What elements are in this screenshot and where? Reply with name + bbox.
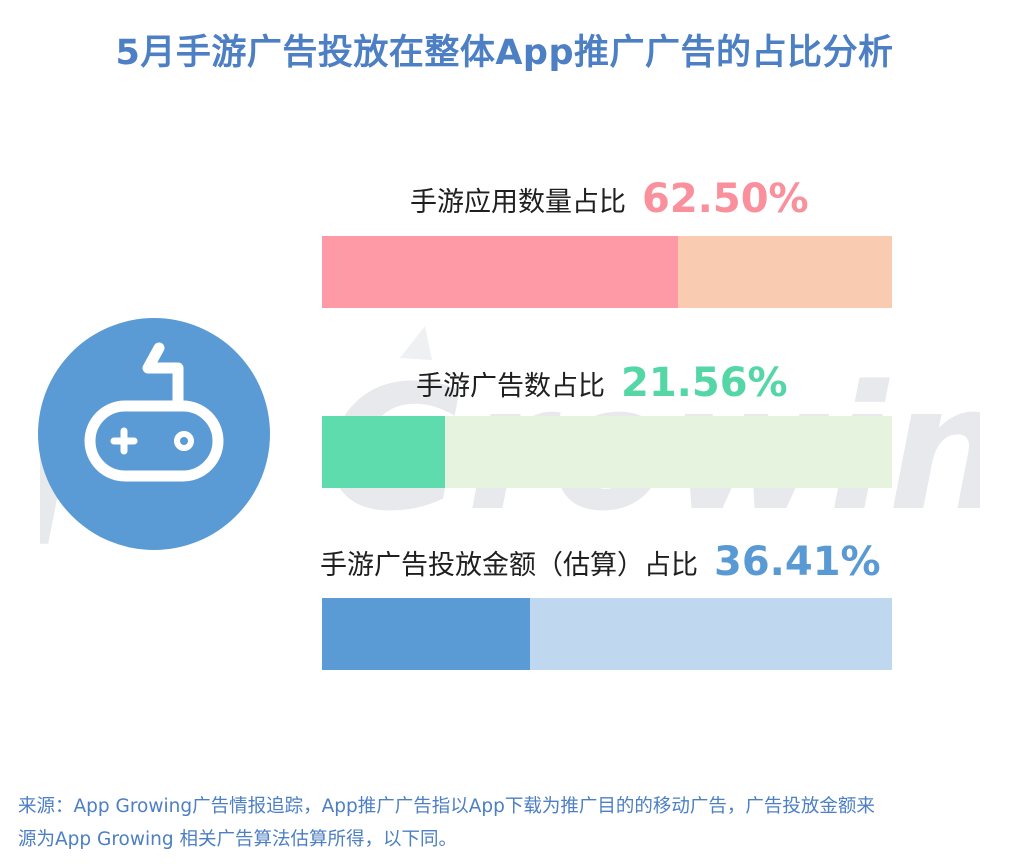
chart-title: 5月手游广告投放在整体App推广广告的占比分析 bbox=[115, 33, 894, 73]
bar-track-ad-spend bbox=[322, 598, 892, 670]
bar-app-count bbox=[322, 236, 679, 308]
category-label: 手游广告投放金额（估算）占比 bbox=[320, 549, 698, 581]
bar-ad-count bbox=[322, 416, 445, 488]
category-label: 手游应用数量占比 bbox=[410, 186, 626, 218]
bar-ad-spend bbox=[322, 598, 530, 670]
bar-track-app-count bbox=[322, 236, 892, 308]
footnote-line-2: 源为App Growing 相关广告算法估算所得，以下同。 bbox=[18, 829, 457, 850]
category-label: 手游广告数占比 bbox=[416, 370, 605, 402]
value-label: 36.41% bbox=[714, 539, 881, 585]
footnote-line-1: 来源：App Growing广告情报追踪，App推广广告指以App下载为推广目的… bbox=[18, 796, 875, 817]
source-footnote: 来源：App Growing广告情报追踪，App推广广告指以App下载为推广目的… bbox=[18, 790, 998, 856]
value-label: 21.56% bbox=[621, 360, 788, 406]
bar-track-ad-count bbox=[322, 416, 892, 488]
metric-label-ad-spend: 手游广告投放金额（估算）占比 36.41% bbox=[320, 535, 881, 589]
metric-label-app-count: 手游应用数量占比 62.50% bbox=[410, 172, 809, 226]
gamepad-icon bbox=[38, 318, 270, 550]
value-label: 62.50% bbox=[642, 176, 809, 222]
watermark-arrow-icon bbox=[400, 326, 432, 360]
icon-circle bbox=[38, 318, 270, 550]
metric-label-ad-count: 手游广告数占比 21.56% bbox=[416, 356, 788, 410]
